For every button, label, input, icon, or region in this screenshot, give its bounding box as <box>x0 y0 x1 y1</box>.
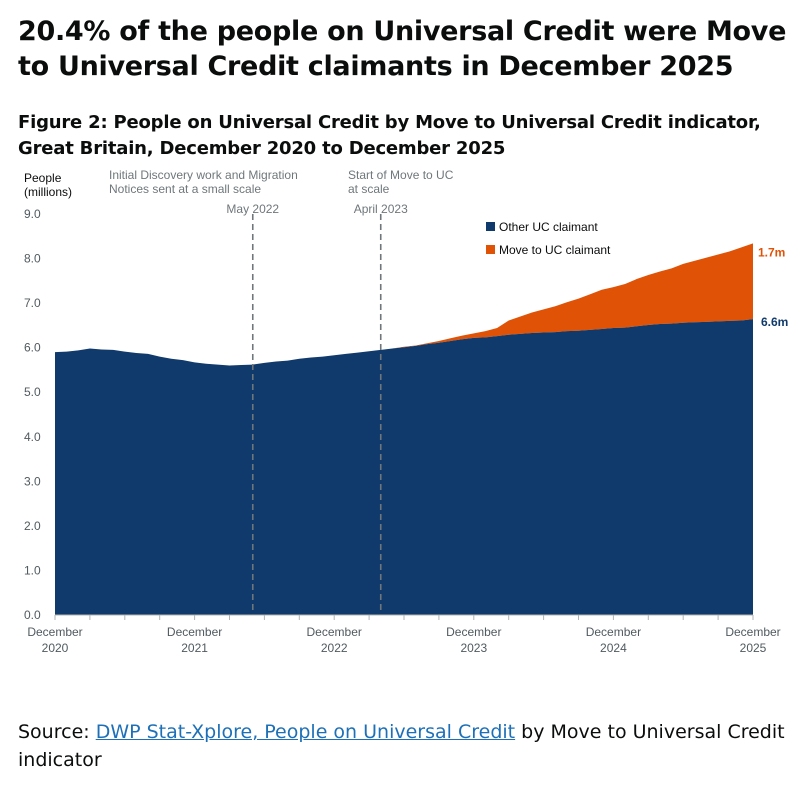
legend-swatch-move <box>486 245 495 254</box>
source-prefix: Source: <box>18 721 96 743</box>
annotations: Initial Discovery work and MigrationNoti… <box>109 168 454 615</box>
x-tick-label: December <box>307 625 362 639</box>
y-axis-title: People <box>24 171 62 185</box>
y-tick-label: 1.0 <box>24 563 41 577</box>
x-tick-label: December <box>586 625 641 639</box>
x-tick-label: 2023 <box>460 641 487 655</box>
stacked-area-chart: 0.0 1.0 2.0 3.0 4.0 5.0 6.0 7.0 8.0 9.0 People(mil… <box>24 168 788 655</box>
x-tick-label: December <box>167 625 222 639</box>
annotation-text: Start of Move to UC <box>348 168 454 182</box>
y-tick-label: 0.0 <box>24 608 41 622</box>
source-note: Source: DWP Stat-Xplore, People on Unive… <box>18 718 788 774</box>
x-tick-label: December <box>27 625 82 639</box>
y-tick-label: 2.0 <box>24 519 41 533</box>
headline: 20.4% of the people on Universal Credit … <box>18 16 787 82</box>
end-label-move: 1.7m <box>758 245 785 259</box>
x-axis: December 2020 December 2021 December 2022 Dece… <box>27 614 781 655</box>
y-tick-label: 5.0 <box>24 385 41 399</box>
y-axis: 0.0 1.0 2.0 3.0 4.0 5.0 6.0 7.0 8.0 9.0 People(mil… <box>24 171 72 622</box>
x-tick-label: December <box>725 625 780 639</box>
x-tick-label: 2025 <box>740 641 767 655</box>
legend: Other UC claimant Move to UC claimant <box>486 220 611 257</box>
legend-label-move: Move to UC claimant <box>499 243 611 257</box>
annotation-text: Initial Discovery work and Migration <box>109 168 298 182</box>
legend-label-other: Other UC claimant <box>499 220 598 234</box>
annotation-date: May 2022 <box>226 202 279 216</box>
x-tick-label: 2024 <box>600 641 627 655</box>
x-tick-label: December <box>446 625 501 639</box>
x-tick-label: 2020 <box>42 641 69 655</box>
annotation-text: Notices sent at a small scale <box>109 182 261 196</box>
source-link[interactable]: DWP Stat-Xplore, People on Universal Cre… <box>95 721 516 743</box>
y-tick-label: 6.0 <box>24 341 41 355</box>
x-tick-label: 2022 <box>321 641 348 655</box>
legend-swatch-other <box>486 222 495 231</box>
y-tick-label: 7.0 <box>24 296 41 310</box>
y-tick-label: 9.0 <box>24 207 41 221</box>
annotation-date: April 2023 <box>354 202 408 216</box>
x-tick-label: 2021 <box>181 641 208 655</box>
plot-areas <box>55 243 753 615</box>
y-axis-title: (millions) <box>24 185 72 199</box>
area-other-uc <box>55 319 753 615</box>
source-suffix: by Move to Universal Credit indicator <box>18 721 785 771</box>
y-tick-label: 8.0 <box>24 252 41 266</box>
y-tick-label: 4.0 <box>24 430 41 444</box>
end-labels: 6.6m 1.7m <box>758 245 788 329</box>
annotation-text: at scale <box>348 182 390 196</box>
area-move-to-uc <box>55 243 753 366</box>
figure-title: Figure 2: People on Universal Credit by … <box>18 112 761 159</box>
y-tick-label: 3.0 <box>24 474 41 488</box>
end-label-other: 6.6m <box>761 315 788 329</box>
